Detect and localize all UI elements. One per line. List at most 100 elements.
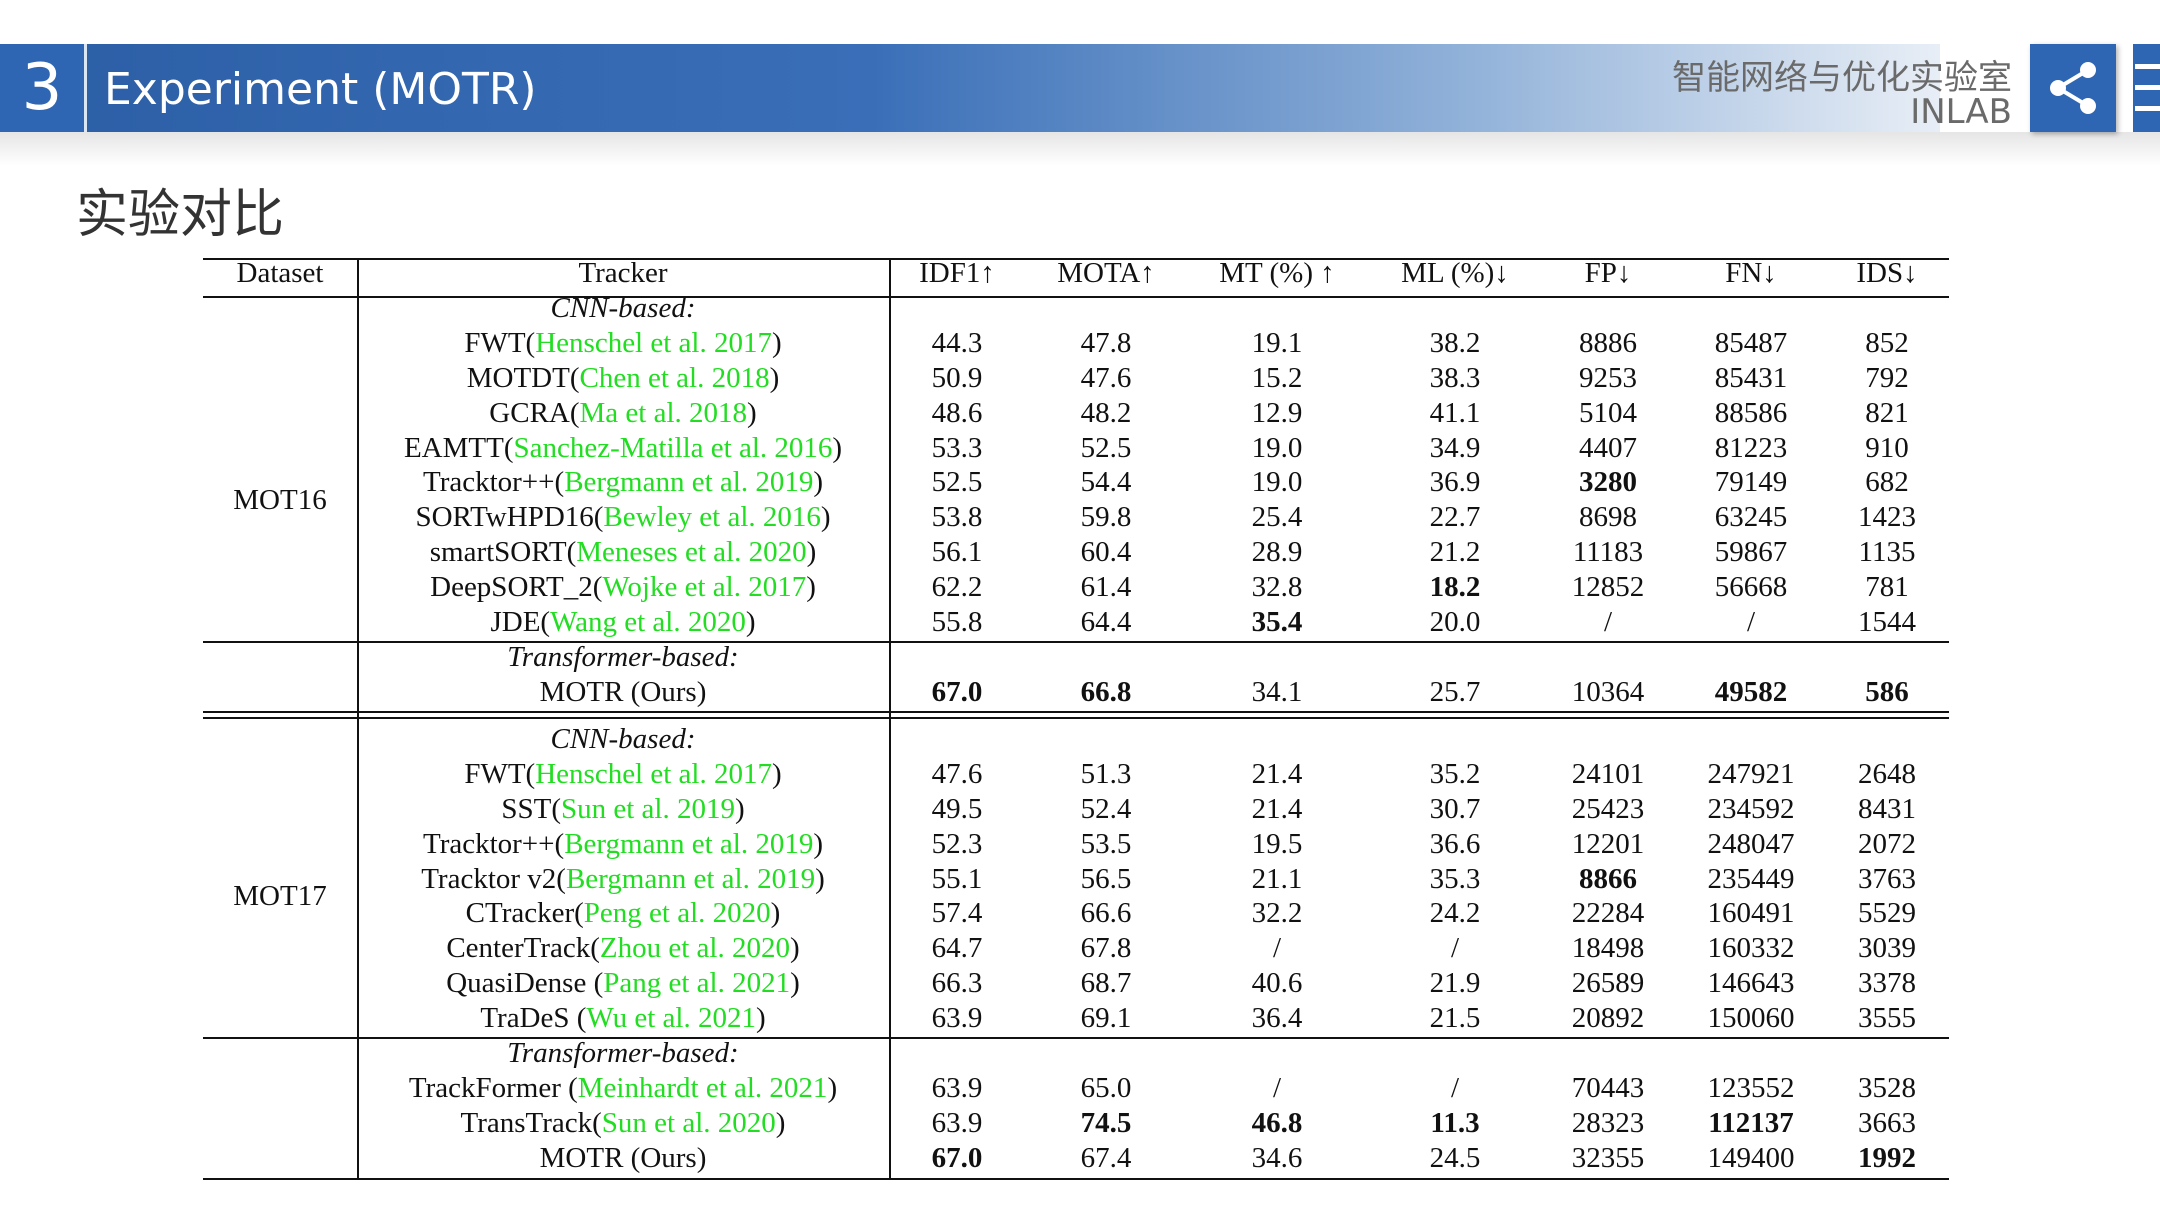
citation-link[interactable]: Pang et al. 2021: [603, 967, 791, 1000]
value-cell: 62.2: [931, 571, 983, 604]
tracker-label: EAMTT(: [403, 431, 514, 464]
citation-link[interactable]: Peng et al. 2020: [583, 897, 771, 930]
value-cell: 65.0: [1080, 1071, 1132, 1104]
value-cell: 3555: [1858, 1002, 1916, 1035]
citation-link[interactable]: Bewley et al. 2016: [603, 501, 821, 534]
value-cell: 66.3: [931, 967, 983, 1000]
value-cell: 21.2: [1429, 536, 1481, 569]
tracker-label: TransTrack(: [460, 1106, 602, 1139]
value-cell: 28323: [1571, 1106, 1645, 1139]
mot16-split-rule: [203, 640, 1949, 643]
value-cell: 59.8: [1080, 501, 1132, 534]
tracker-close: ): [815, 862, 825, 895]
tracker-close: ): [747, 396, 757, 429]
value-cell: 67.0: [931, 1141, 983, 1174]
value-cell: 88586: [1714, 396, 1788, 429]
value-cell: 3378: [1858, 967, 1916, 1000]
value-cell: 49582: [1714, 675, 1788, 708]
dataset-double-rule-1: [203, 710, 1949, 713]
tracker-name: Tracktor++(Bergmann et al. 2019): [423, 465, 823, 500]
citation-link[interactable]: Meneses et al. 2020: [576, 536, 807, 569]
value-cell: 781: [1865, 571, 1909, 604]
value-cell: 63.9: [931, 1071, 983, 1104]
citation-link[interactable]: Sun et al. 2019: [560, 792, 735, 825]
lab-abbr: INLAB: [1910, 92, 2012, 132]
tracker-label: SORTwHPD16(: [415, 501, 604, 534]
value-cell: 55.8: [931, 606, 983, 638]
tracker-label: FWT(: [464, 326, 536, 359]
value-cell: 64.4: [1080, 606, 1132, 638]
tracker-label: QuasiDense (: [446, 967, 604, 1000]
value-cell: 123552: [1707, 1071, 1795, 1104]
value-cell: 25423: [1571, 792, 1645, 825]
column-header: FN↓: [1725, 257, 1777, 289]
value-cell: 21.4: [1251, 757, 1303, 790]
citation-link[interactable]: Henschel et al. 2017: [535, 326, 772, 359]
value-cell: 3039: [1858, 932, 1916, 965]
value-cell: 66.6: [1080, 897, 1132, 930]
citation-link[interactable]: Chen et al. 2018: [579, 361, 770, 394]
value-cell: 112137: [1708, 1106, 1794, 1139]
tracker-name: GCRA(Ma et al. 2018): [489, 396, 756, 431]
header-bar: [0, 44, 1940, 132]
column-header: IDS↓: [1856, 257, 1918, 289]
value-cell: 20.0: [1429, 606, 1481, 638]
tracker-label: Tracktor++(: [423, 827, 565, 860]
citation-link[interactable]: Henschel et al. 2017: [535, 757, 772, 790]
mot17-split-rule: [203, 1037, 1949, 1039]
value-cell: 46.8: [1251, 1106, 1303, 1139]
value-cell: 160332: [1707, 932, 1795, 965]
value-cell: 247921: [1707, 757, 1795, 790]
citation-link[interactable]: Sun et al. 2020: [601, 1106, 776, 1139]
tracker-label: TrackFormer (: [408, 1071, 578, 1104]
citation-link[interactable]: Bergmann et al. 2019: [564, 466, 814, 499]
value-cell: 54.4: [1080, 466, 1132, 499]
value-cell: 64.7: [931, 932, 983, 965]
value-cell: 40.6: [1251, 967, 1303, 1000]
citation-link[interactable]: Wu et al. 2021: [586, 1002, 756, 1035]
value-cell: 234592: [1707, 792, 1795, 825]
citation-link[interactable]: Meinhardt et al. 2021: [577, 1071, 828, 1104]
tracker-name: JDE(Wang et al. 2020): [490, 605, 755, 640]
column-header: FP↓: [1584, 257, 1632, 289]
column-header: MOTA↑: [1057, 257, 1155, 289]
column-header: ML (%)↓: [1401, 257, 1509, 289]
citation-link[interactable]: Bergmann et al. 2019: [564, 827, 814, 860]
value-cell: 52.3: [931, 827, 983, 860]
citation-link[interactable]: Ma et al. 2018: [579, 396, 748, 429]
value-cell: 48.6: [931, 396, 983, 429]
value-cell: 235449: [1707, 862, 1795, 895]
value-cell: 24101: [1571, 757, 1645, 790]
citation-link[interactable]: Bergmann et al. 2019: [565, 862, 816, 895]
value-cell: 25.4: [1251, 501, 1303, 534]
value-cell: 34.6: [1251, 1141, 1303, 1174]
citation-link[interactable]: Zhou et al. 2020: [599, 932, 790, 965]
tracker-close: ): [789, 932, 800, 965]
tracker-name: QuasiDense (Pang et al. 2021): [446, 966, 800, 1001]
group-label-cnn: CNN-based:: [550, 291, 696, 324]
menu-icon[interactable]: [2133, 44, 2160, 132]
citation-link[interactable]: Wojke et al. 2017: [602, 571, 807, 604]
value-cell: 53.5: [1080, 827, 1132, 860]
value-cell: 19.0: [1251, 431, 1303, 464]
value-cell: 12201: [1571, 827, 1645, 860]
citation-link[interactable]: Sanchez-Matilla et al. 2016: [513, 431, 833, 464]
value-cell: 586: [1865, 675, 1909, 708]
value-cell: 85487: [1714, 326, 1788, 359]
value-cell: 12852: [1571, 571, 1645, 604]
citation-link[interactable]: Wang et al. 2020: [550, 606, 746, 638]
tracker-name: smartSORT(Meneses et al. 2020): [430, 535, 817, 570]
tracker-close: ): [813, 466, 823, 499]
share-button[interactable]: [2030, 44, 2116, 132]
value-cell: 63245: [1714, 501, 1788, 534]
value-cell: 8866: [1579, 862, 1637, 895]
value-cell: 70443: [1571, 1071, 1645, 1104]
value-cell: 12.9: [1251, 396, 1303, 429]
value-cell: 35.4: [1251, 606, 1303, 638]
tracker-close: ): [769, 361, 780, 394]
tracker-label: CTracker(: [465, 897, 584, 930]
tracker-name: Tracktor++(Bergmann et al. 2019): [423, 827, 823, 862]
value-cell: 8698: [1579, 501, 1637, 534]
value-cell: 21.9: [1429, 967, 1481, 1000]
value-cell: 852: [1865, 326, 1909, 359]
